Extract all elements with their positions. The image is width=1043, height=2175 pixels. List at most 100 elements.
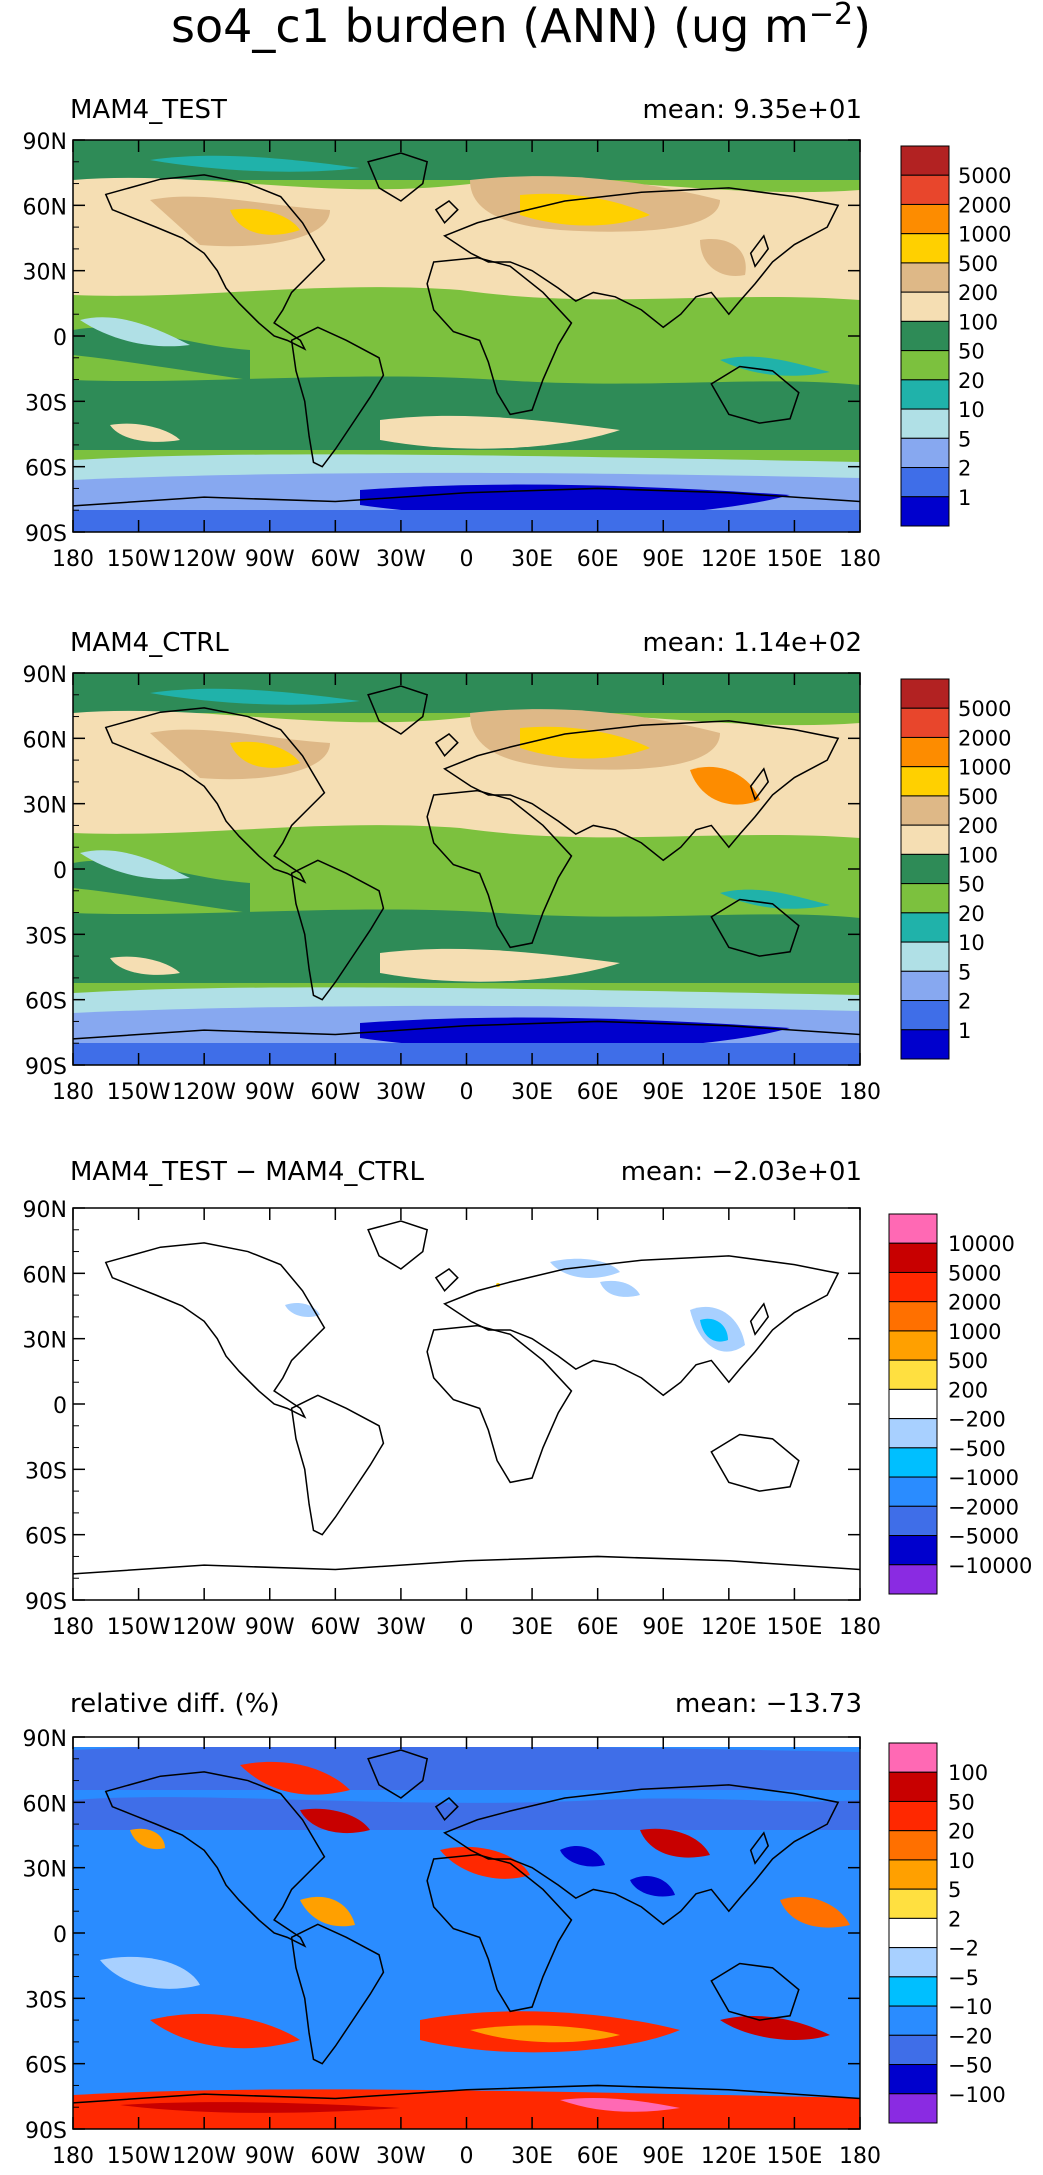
lon-tick-label: 60W bbox=[310, 1080, 360, 1105]
lat-axis: 90N 60N 30N 0 30S 60S 90S bbox=[23, 663, 860, 1080]
colorbar-label: 5000 bbox=[958, 164, 1011, 188]
colorbar-label: 1 bbox=[958, 486, 971, 510]
lat-tick-label: 90S bbox=[25, 2119, 67, 2144]
lat-tick-label: 90N bbox=[23, 130, 67, 155]
colorbar-label: −5000 bbox=[948, 1525, 1019, 1549]
colorbar-swatch bbox=[900, 379, 950, 410]
lat-axis: 90N 60N 30N 0 30S 60S 90S bbox=[23, 130, 860, 547]
colorbar-label: −20 bbox=[948, 2024, 992, 2048]
lon-tick-label: 60W bbox=[310, 547, 360, 572]
colorbar-swatch bbox=[900, 707, 950, 738]
lon-tick-label: 0 bbox=[460, 1080, 474, 1105]
lat-tick-label: 60N bbox=[23, 1263, 67, 1288]
title-exponent: −2 bbox=[809, 0, 853, 32]
colorbar-label: 50 bbox=[948, 1790, 975, 1814]
lon-tick-label: 150W bbox=[107, 547, 171, 572]
panel-left-label: MAM4_TEST − MAM4_CTRL bbox=[70, 1157, 424, 1187]
colorbar-swatch bbox=[900, 496, 950, 527]
colorbar-swatch bbox=[900, 970, 950, 1002]
colorbar-label: −200 bbox=[948, 1408, 1006, 1432]
colorbar-swatch bbox=[888, 1742, 938, 1773]
colorbar-label: 100 bbox=[958, 310, 998, 334]
lat-tick-label: 0 bbox=[53, 859, 67, 884]
lon-tick-label: 60E bbox=[577, 1080, 619, 1105]
lon-tick-label: 120E bbox=[701, 1615, 757, 1640]
colorbar-label: −10 bbox=[948, 1995, 992, 2019]
panel-mean-label: mean: −13.73 bbox=[675, 1689, 862, 1719]
colorbar-label: 500 bbox=[958, 785, 998, 809]
lat-tick-label: 60S bbox=[25, 2054, 67, 2079]
colorbar-label: 50 bbox=[958, 873, 985, 897]
colorbar-label: 1 bbox=[958, 1019, 971, 1043]
lon-tick-label: 60W bbox=[310, 2144, 360, 2169]
lat-tick-label: 30N bbox=[23, 261, 67, 286]
lat-tick-label: 0 bbox=[53, 1923, 67, 1948]
colorbar-swatch bbox=[900, 262, 950, 293]
lon-tick-label: 150W bbox=[107, 1615, 171, 1640]
colorbar-label: −2 bbox=[948, 1937, 979, 1961]
colorbar-swatch bbox=[900, 1000, 950, 1031]
colorbar-label: 5 bbox=[958, 960, 971, 984]
panel-diff: MAM4_TEST − MAM4_CTRL mean: −2.03e+01 90… bbox=[23, 1157, 1033, 1640]
colorbar-label: 2000 bbox=[958, 726, 1011, 750]
colorbar-swatch bbox=[888, 2034, 938, 2066]
colorbar-label: 5000 bbox=[958, 697, 1011, 721]
map-frame bbox=[72, 672, 861, 1066]
lon-tick-label: 120W bbox=[172, 2144, 236, 2169]
lat-tick-label: 0 bbox=[53, 1394, 67, 1419]
lon-axis: 180 150W 120W 90W 60W 30W 0 30E 60E 90E 120E 150E 18… bbox=[52, 140, 881, 572]
colorbar-label: 1000 bbox=[948, 1320, 1001, 1344]
lon-tick-label: 90W bbox=[245, 1615, 295, 1640]
panel-mean-label: mean: 1.14e+02 bbox=[642, 628, 862, 658]
colorbar: 5000 2000 1000 500 200 100 50 20 10 5 2 1 bbox=[900, 145, 1011, 527]
colorbar-label: −5 bbox=[948, 1966, 979, 1990]
colorbar-label: 500 bbox=[958, 252, 998, 276]
map-field bbox=[73, 1737, 860, 2129]
lat-tick-label: 90S bbox=[25, 1590, 67, 1615]
lon-tick-label: 90W bbox=[245, 1080, 295, 1105]
panel-test: MAM4_TEST mean: 9.35e+01 90N 60N 30N 0 30S 60… bbox=[23, 95, 1012, 572]
colorbar-label: −10000 bbox=[948, 1554, 1032, 1578]
colorbar-label: 10 bbox=[958, 398, 985, 422]
lon-tick-label: 60E bbox=[577, 547, 619, 572]
colorbar-label: 100 bbox=[958, 843, 998, 867]
colorbar-swatch bbox=[888, 1771, 938, 1802]
lat-tick-label: 30S bbox=[25, 1988, 67, 2013]
lon-tick-label: 150E bbox=[766, 547, 822, 572]
lon-tick-label: 120E bbox=[701, 2144, 757, 2169]
lon-tick-label: 30E bbox=[511, 547, 553, 572]
colorbar-swatch bbox=[900, 912, 950, 943]
lat-tick-label: 90N bbox=[23, 663, 67, 688]
colorbar-swatch bbox=[888, 1505, 938, 1537]
colorbar-swatch bbox=[888, 1418, 938, 1449]
colorbar-label: 500 bbox=[948, 1349, 988, 1373]
lon-tick-label: 180 bbox=[839, 1615, 881, 1640]
lon-tick-label: 180 bbox=[52, 547, 94, 572]
colorbar-label: −2000 bbox=[948, 1495, 1019, 1519]
lon-tick-label: 180 bbox=[52, 1080, 94, 1105]
colorbar-label: 2 bbox=[958, 990, 971, 1014]
colorbar-label: 2000 bbox=[948, 1291, 1001, 1315]
colorbar-label: 10 bbox=[948, 1849, 975, 1873]
lat-tick-label: 30N bbox=[23, 794, 67, 819]
lat-tick-label: 90N bbox=[23, 1727, 67, 1752]
colorbar-swatch bbox=[888, 1359, 938, 1390]
lat-tick-label: 90S bbox=[25, 1055, 67, 1080]
map-frame bbox=[72, 1207, 861, 1601]
panel-left-label: MAM4_CTRL bbox=[70, 628, 229, 658]
lon-tick-label: 180 bbox=[839, 1080, 881, 1105]
lon-tick-label: 180 bbox=[52, 1615, 94, 1640]
colorbar-label: 200 bbox=[948, 1378, 988, 1402]
lon-tick-label: 30W bbox=[376, 1615, 426, 1640]
lon-tick-label: 60E bbox=[577, 2144, 619, 2169]
colorbar-swatch bbox=[900, 350, 950, 381]
colorbar-swatch bbox=[888, 2005, 938, 2036]
lon-tick-label: 150W bbox=[107, 1080, 171, 1105]
lon-tick-label: 180 bbox=[839, 547, 881, 572]
colorbar-swatch bbox=[888, 1242, 938, 1273]
colorbar-swatch bbox=[888, 1859, 938, 1890]
colorbar-swatch bbox=[900, 233, 950, 264]
lon-tick-label: 90E bbox=[642, 2144, 684, 2169]
lat-tick-label: 30N bbox=[23, 1329, 67, 1354]
lat-tick-label: 30S bbox=[25, 924, 67, 949]
